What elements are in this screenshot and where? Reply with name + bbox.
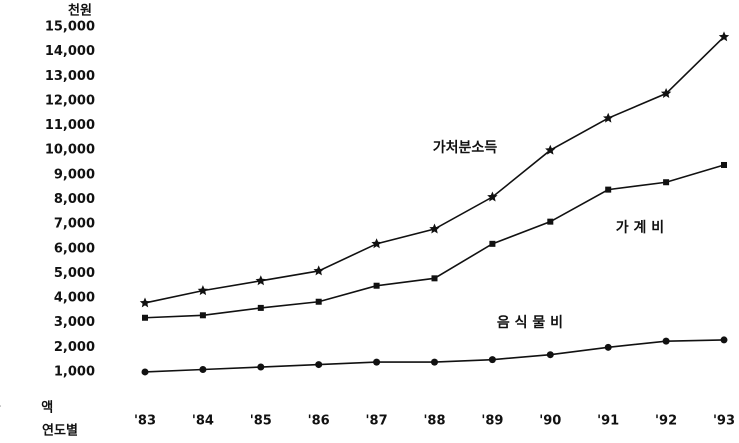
x-tick-label: '92 [655,414,677,429]
y-tick-label: 12,000 [45,93,95,108]
y-tick-label: 13,000 [45,69,95,84]
x-axis-label: 연도별 [42,423,78,439]
marker [660,88,672,98]
y-tick-label: 3,000 [54,315,95,330]
marker [255,275,266,286]
y-tick-label: 8,000 [54,192,95,207]
marker [142,314,148,321]
marker [488,356,496,364]
y-unit: 천원 [68,4,92,19]
x-tick-label: '86 [308,414,330,429]
x-tick-label: '85 [250,414,272,429]
series-line [144,339,725,373]
marker [545,144,556,155]
x-tick-label: '90 [539,414,561,429]
marker [257,363,265,371]
series-line [144,164,725,319]
series-line [144,36,725,304]
marker [313,265,324,276]
marker [429,223,440,234]
y-axis-label: 금 액 [0,401,71,416]
x-tick-label: '83 [134,414,156,429]
marker [487,191,498,202]
marker [720,336,728,344]
marker [603,112,614,123]
x-tick-label: '87 [366,414,388,429]
y-tick-label: 2,000 [54,340,95,355]
marker [199,365,207,373]
x-tick-label: '93 [713,414,735,429]
marker [431,275,438,282]
marker [371,238,382,249]
marker [662,337,670,345]
y-tick-label: 11,000 [45,118,95,133]
marker [139,297,151,308]
y-tick-label: 1,000 [54,364,95,379]
y-tick-label: 4,000 [54,291,95,306]
y-tick-label: 15,000 [45,20,95,35]
marker [663,179,670,186]
series-label: 가 계 비 [616,220,664,236]
marker [197,285,209,296]
marker [605,186,612,193]
y-tick-label: 9,000 [54,167,95,182]
marker [199,312,206,319]
marker [604,343,612,351]
marker [721,161,727,168]
marker [315,298,322,305]
marker [373,358,381,366]
marker [489,240,496,247]
y-tick-label: 10,000 [45,143,95,158]
x-tick-label: '88 [423,414,445,429]
x-tick-label: '91 [597,414,619,429]
marker [547,218,554,225]
x-tick-label: '84 [192,414,214,429]
marker [257,304,264,311]
y-tick-label: 7,000 [54,217,95,232]
series-label: 음 식 물 비 [497,315,563,331]
y-tick-label: 5,000 [54,266,95,281]
marker [373,282,380,289]
marker [431,358,438,366]
marker [315,361,323,369]
x-tick-label: '89 [481,414,503,429]
y-tick-label: 6,000 [54,241,95,256]
y-tick-label: 14,000 [45,44,95,59]
marker [718,31,730,42]
marker [546,351,554,359]
marker [141,368,149,376]
series-label: 가처분소득 [433,140,498,156]
